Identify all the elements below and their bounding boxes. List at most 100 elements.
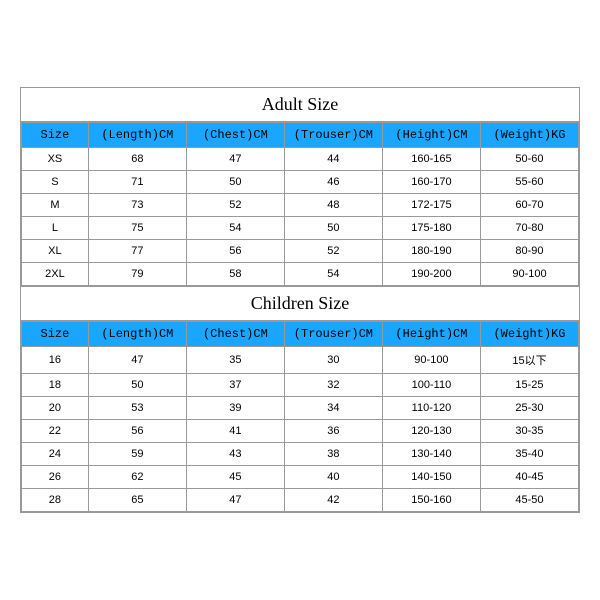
table-row: L755450175-18070-80 bbox=[22, 217, 579, 240]
cell: 140-150 bbox=[382, 466, 480, 489]
cell: 50 bbox=[186, 171, 284, 194]
cell: 54 bbox=[186, 217, 284, 240]
cell: 36 bbox=[284, 420, 382, 443]
cell: 15-25 bbox=[480, 374, 578, 397]
table-row: 28654742150-16045-50 bbox=[22, 489, 579, 512]
cell: 40 bbox=[284, 466, 382, 489]
cell: 26 bbox=[22, 466, 89, 489]
cell: 190-200 bbox=[382, 263, 480, 286]
cell: 24 bbox=[22, 443, 89, 466]
cell: 43 bbox=[186, 443, 284, 466]
table-row: XL775652180-19080-90 bbox=[22, 240, 579, 263]
cell: 75 bbox=[88, 217, 186, 240]
cell: 90-100 bbox=[480, 263, 578, 286]
col-length: (Length)CM bbox=[88, 322, 186, 347]
cell: 180-190 bbox=[382, 240, 480, 263]
cell: 59 bbox=[88, 443, 186, 466]
cell: 28 bbox=[22, 489, 89, 512]
cell: 45-50 bbox=[480, 489, 578, 512]
adult-table: Size (Length)CM (Chest)CM (Trouser)CM (H… bbox=[21, 122, 579, 286]
cell: 16 bbox=[22, 347, 89, 374]
cell: 47 bbox=[186, 489, 284, 512]
col-height: (Height)CM bbox=[382, 123, 480, 148]
cell: M bbox=[22, 194, 89, 217]
cell: 42 bbox=[284, 489, 382, 512]
cell: 150-160 bbox=[382, 489, 480, 512]
cell: S bbox=[22, 171, 89, 194]
table-row: 20533934110-12025-30 bbox=[22, 397, 579, 420]
table-row: 2XL795854190-20090-100 bbox=[22, 263, 579, 286]
cell: 15以下 bbox=[480, 347, 578, 374]
cell: 34 bbox=[284, 397, 382, 420]
cell: 50 bbox=[88, 374, 186, 397]
cell: 40-45 bbox=[480, 466, 578, 489]
cell: 46 bbox=[284, 171, 382, 194]
cell: 37 bbox=[186, 374, 284, 397]
cell: 25-30 bbox=[480, 397, 578, 420]
children-body: 1647353090-10015以下 18503732100-11015-25 … bbox=[22, 347, 579, 512]
cell: 56 bbox=[186, 240, 284, 263]
cell: 62 bbox=[88, 466, 186, 489]
cell: 45 bbox=[186, 466, 284, 489]
cell: 58 bbox=[186, 263, 284, 286]
cell: 160-165 bbox=[382, 148, 480, 171]
cell: 79 bbox=[88, 263, 186, 286]
cell: 55-60 bbox=[480, 171, 578, 194]
cell: 52 bbox=[284, 240, 382, 263]
children-header-row: Size (Length)CM (Chest)CM (Trouser)CM (H… bbox=[22, 322, 579, 347]
cell: 30 bbox=[284, 347, 382, 374]
cell: 35-40 bbox=[480, 443, 578, 466]
cell: 41 bbox=[186, 420, 284, 443]
col-trouser: (Trouser)CM bbox=[284, 322, 382, 347]
cell: 175-180 bbox=[382, 217, 480, 240]
adult-body: XS684744160-16550-60 S715046160-17055-60… bbox=[22, 148, 579, 286]
cell: 77 bbox=[88, 240, 186, 263]
children-table: Size (Length)CM (Chest)CM (Trouser)CM (H… bbox=[21, 321, 579, 512]
cell: 54 bbox=[284, 263, 382, 286]
col-trouser: (Trouser)CM bbox=[284, 123, 382, 148]
col-height: (Height)CM bbox=[382, 322, 480, 347]
cell: 110-120 bbox=[382, 397, 480, 420]
cell: 130-140 bbox=[382, 443, 480, 466]
cell: 30-35 bbox=[480, 420, 578, 443]
table-row: 1647353090-10015以下 bbox=[22, 347, 579, 374]
cell: 160-170 bbox=[382, 171, 480, 194]
cell: XL bbox=[22, 240, 89, 263]
size-chart: Adult Size Size (Length)CM (Chest)CM (Tr… bbox=[20, 87, 580, 513]
cell: L bbox=[22, 217, 89, 240]
cell: 172-175 bbox=[382, 194, 480, 217]
adult-header-row: Size (Length)CM (Chest)CM (Trouser)CM (H… bbox=[22, 123, 579, 148]
cell: 39 bbox=[186, 397, 284, 420]
cell: 65 bbox=[88, 489, 186, 512]
cell: 53 bbox=[88, 397, 186, 420]
table-row: S715046160-17055-60 bbox=[22, 171, 579, 194]
cell: 22 bbox=[22, 420, 89, 443]
cell: 20 bbox=[22, 397, 89, 420]
col-weight: (Weight)KG bbox=[480, 123, 578, 148]
cell: 32 bbox=[284, 374, 382, 397]
cell: 70-80 bbox=[480, 217, 578, 240]
cell: 80-90 bbox=[480, 240, 578, 263]
table-row: 22564136120-13030-35 bbox=[22, 420, 579, 443]
cell: 120-130 bbox=[382, 420, 480, 443]
col-size: Size bbox=[22, 123, 89, 148]
cell: 73 bbox=[88, 194, 186, 217]
table-row: M735248172-17560-70 bbox=[22, 194, 579, 217]
table-row: 18503732100-11015-25 bbox=[22, 374, 579, 397]
children-title: Children Size bbox=[21, 286, 579, 321]
cell: 35 bbox=[186, 347, 284, 374]
col-chest: (Chest)CM bbox=[186, 123, 284, 148]
col-weight: (Weight)KG bbox=[480, 322, 578, 347]
cell: 47 bbox=[186, 148, 284, 171]
table-row: XS684744160-16550-60 bbox=[22, 148, 579, 171]
cell: 47 bbox=[88, 347, 186, 374]
cell: 2XL bbox=[22, 263, 89, 286]
cell: XS bbox=[22, 148, 89, 171]
col-size: Size bbox=[22, 322, 89, 347]
cell: 50 bbox=[284, 217, 382, 240]
cell: 90-100 bbox=[382, 347, 480, 374]
cell: 100-110 bbox=[382, 374, 480, 397]
cell: 48 bbox=[284, 194, 382, 217]
adult-title: Adult Size bbox=[21, 88, 579, 122]
table-row: 24594338130-14035-40 bbox=[22, 443, 579, 466]
